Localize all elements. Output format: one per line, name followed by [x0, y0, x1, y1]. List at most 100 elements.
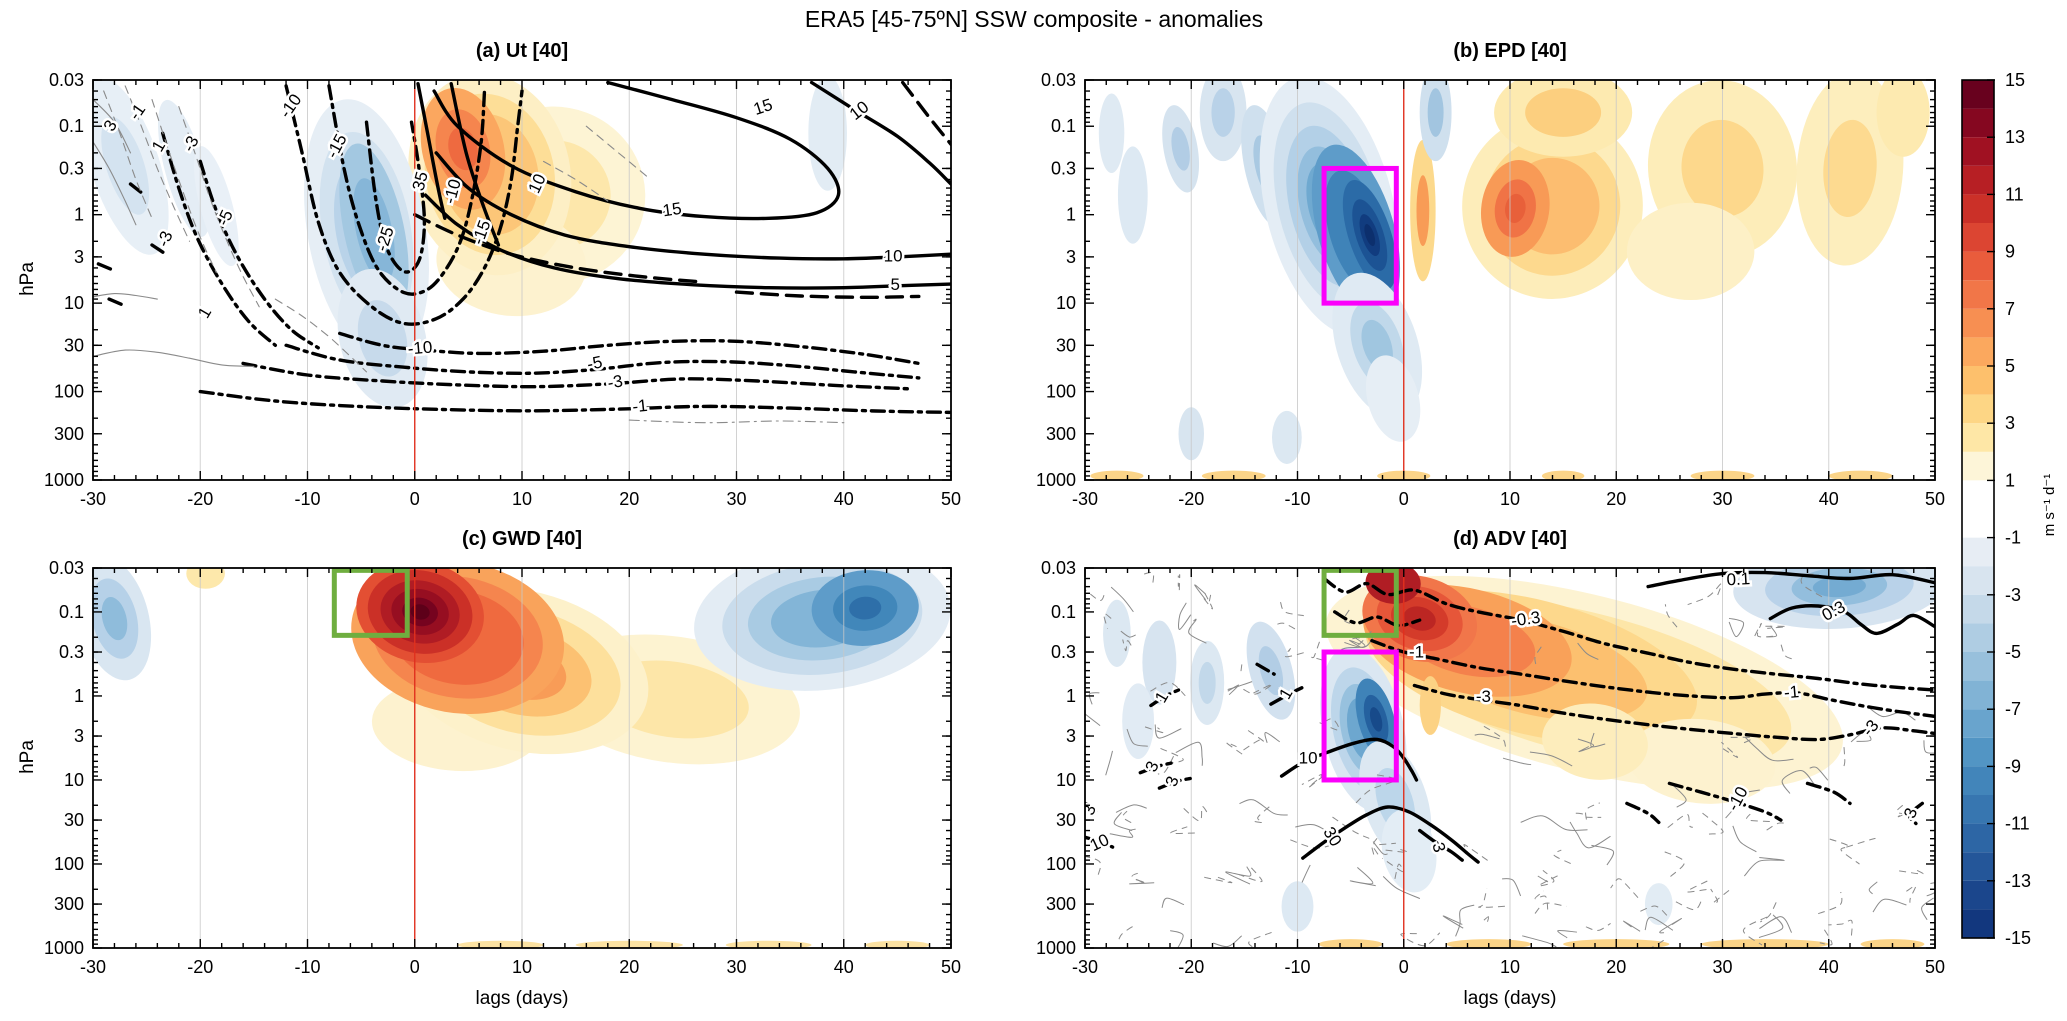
x-tick-label: 20 [1606, 489, 1626, 509]
insignificant-contour-speckle [1208, 592, 1212, 602]
insignificant-contour-speckle [1463, 844, 1488, 861]
colorbar-band [1962, 795, 1994, 824]
x-tick-label: 30 [726, 957, 746, 977]
y-tick-label: 1 [1066, 686, 1076, 706]
x-tick-label: 20 [619, 957, 639, 977]
insignificant-contour-speckle [1644, 916, 1674, 931]
insignificant-contour-speckle [1522, 935, 1557, 948]
shading-blob [101, 596, 128, 641]
colorbar-band [1962, 366, 1994, 395]
insignificant-contour-speckle [1537, 875, 1549, 883]
insignificant-contour-speckle [1150, 682, 1186, 697]
y-tick-label: 1 [1066, 205, 1076, 225]
x-tick-label: 0 [410, 957, 420, 977]
x-tick-label: -20 [1178, 489, 1204, 509]
insignificant-contour-speckle [1213, 935, 1243, 948]
insignificant-contour-speckle [1687, 583, 1722, 606]
x-tick-label: 10 [512, 957, 532, 977]
shading-blob [1142, 620, 1177, 705]
insignificant-contour-speckle [1280, 601, 1304, 617]
colorbar-tick-label: 15 [2005, 70, 2025, 90]
y-tick-label: 300 [54, 424, 84, 444]
shading-blob [1419, 676, 1441, 735]
contour-line [1138, 761, 1173, 775]
y-tick-label: 10 [1056, 293, 1076, 313]
colorbar-tick-label: -5 [2005, 642, 2021, 662]
insignificant-contour-speckle [1537, 870, 1558, 887]
colorbar-tick-label: -7 [2005, 699, 2021, 719]
contour-label: -1 [1409, 643, 1424, 662]
insignificant-contour-speckle [1829, 838, 1860, 865]
insignificant-contour-speckle [1355, 773, 1397, 804]
insignificant-contour-speckle [1126, 728, 1148, 747]
x-tick-label: 50 [1925, 957, 1945, 977]
contour-line [150, 243, 168, 256]
insignificant-contour-speckle [1872, 898, 1907, 913]
x-tick-label: 30 [1712, 957, 1732, 977]
insignificant-contour-speckle [1157, 755, 1175, 775]
shading-blob [1812, 576, 1866, 598]
colorbar-tick-label: 5 [2005, 356, 2015, 376]
insignificant-contour-speckle [1730, 736, 1753, 745]
colorbar-tick-label: -3 [2005, 585, 2021, 605]
x-tick-label: -30 [1072, 957, 1098, 977]
insignificant-contour-speckle [1780, 644, 1794, 660]
insignificant-contour-speckle [1520, 815, 1588, 832]
contour-line [103, 90, 153, 219]
colorbar-tick-label: 9 [2005, 242, 2015, 262]
insignificant-contour-speckle [1085, 588, 1105, 601]
insignificant-contour-speckle [1590, 732, 1606, 748]
insignificant-contour-speckle [1161, 897, 1185, 909]
insignificant-contour-speckle [1241, 730, 1265, 752]
shading-blob [186, 568, 225, 589]
y-tick-label: 0.03 [1041, 558, 1076, 578]
insignificant-contour-speckle [1113, 812, 1133, 832]
colorbar-band [1962, 80, 1994, 109]
shading-blob [725, 940, 812, 948]
colorbar-band [1962, 709, 1994, 738]
insignificant-contour-speckle [1906, 885, 1917, 903]
y-tick-label: 0.3 [59, 642, 84, 662]
insignificant-contour-speckle [1225, 741, 1243, 755]
colorbar-band [1962, 280, 1994, 309]
shading-blob [1258, 646, 1284, 696]
insignificant-contour-speckle [1659, 918, 1682, 934]
colorbar-band [1962, 852, 1994, 881]
insignificant-contour-speckle [1649, 939, 1664, 948]
y-tick-label: 3 [1066, 247, 1076, 267]
contour-line [1370, 639, 1935, 719]
contour-line [128, 182, 147, 197]
insignificant-contour-speckle [1639, 905, 1668, 916]
panel-c: -30 -20 -10 0 10 20 30 40 50 0.03 0.1 0.3 1 3 10 30 100 3… [44, 558, 961, 977]
insignificant-contour-speckle [1455, 904, 1475, 937]
insignificant-contour-speckle [1781, 770, 1815, 794]
contour-label: 0.1 [1726, 569, 1751, 589]
colorbar-band [1962, 880, 1994, 910]
colorbar-tick-label: -11 [2005, 814, 2030, 834]
insignificant-contour-speckle [1752, 622, 1774, 640]
insignificant-contour-speckle [1664, 604, 1678, 628]
x-tick-label: -10 [294, 957, 320, 977]
x-tick-label: 30 [1712, 489, 1732, 509]
y-tick-label: 0.3 [1051, 158, 1076, 178]
y-tick-label: 30 [1056, 810, 1076, 830]
contour-label: -1 [631, 396, 648, 416]
colorbar-band [1962, 337, 1994, 366]
insignificant-contour-speckle [1122, 639, 1132, 652]
contour-label: -3 [606, 371, 624, 392]
insignificant-contour-speckle [1110, 586, 1134, 613]
x-tick-label: 10 [512, 489, 532, 509]
colorbar-band [1962, 165, 1994, 195]
adv-highlight-box-magenta [1321, 649, 1399, 783]
contour-line [93, 293, 158, 300]
contour-line [734, 290, 921, 300]
insignificant-contour-speckle [1239, 799, 1288, 816]
y-tick-label: 1000 [44, 938, 84, 958]
insignificant-contour-speckle [1301, 864, 1311, 883]
colorbar-band [1962, 737, 1994, 767]
x-tick-label: 40 [834, 489, 854, 509]
contour-line [151, 99, 217, 274]
shading-blob [1644, 883, 1673, 926]
